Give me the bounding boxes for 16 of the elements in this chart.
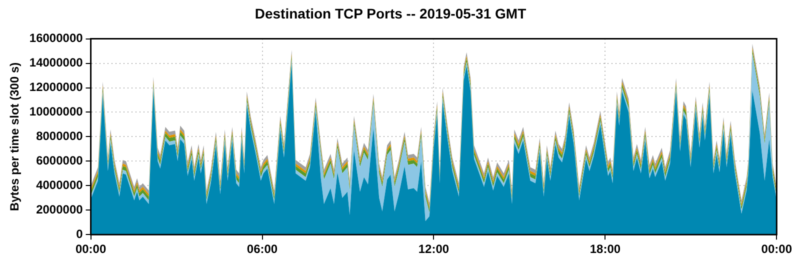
y-tick-label: 2000000	[36, 202, 84, 216]
y-tick-label: 0	[76, 226, 84, 241]
y-tick-label: 12000000	[29, 80, 84, 94]
chart-title: Destination TCP Ports -- 2019-05-31 GMT	[254, 5, 527, 22]
y-tick-label: 16000000	[29, 31, 84, 46]
x-tick-label: 12:00	[418, 242, 450, 256]
y-tick-label: 10000000	[29, 104, 84, 119]
x-tick-label: 00:00	[761, 242, 792, 256]
x-tick-label: 18:00	[590, 242, 621, 256]
x-tick-label: 00:00	[75, 242, 106, 256]
y-tick-label: 4000000	[36, 178, 84, 192]
y-tick-label: 8000000	[36, 129, 84, 144]
y-tick-label: 6000000	[36, 153, 84, 168]
x-tick-label: 06:00	[246, 242, 278, 256]
y-tick-label: 14000000	[29, 56, 84, 70]
y-axis-title: Bytes per time slot (300 s)	[8, 62, 22, 212]
